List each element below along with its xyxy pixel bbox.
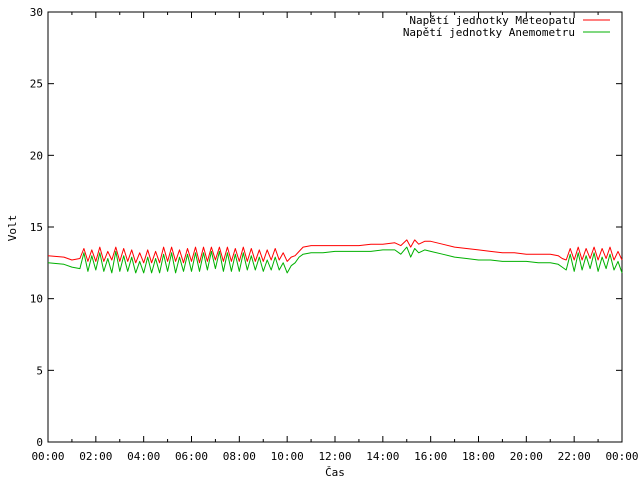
y-tick-label: 10 — [30, 293, 43, 306]
x-tick-label: 16:00 — [414, 450, 447, 463]
x-tick-label: 00:00 — [605, 450, 638, 463]
x-tick-label: 20:00 — [510, 450, 543, 463]
y-tick-label: 25 — [30, 78, 43, 91]
x-tick-label: 10:00 — [271, 450, 304, 463]
y-axis-ticks: 0 5 10 15 20 25 30 — [30, 6, 622, 449]
x-tick-label: 22:00 — [558, 450, 591, 463]
series-line-meteopat — [47, 239, 623, 264]
y-axis-label: Volt — [6, 215, 19, 242]
x-tick-label: 04:00 — [127, 450, 160, 463]
series-line-anemometr — [47, 246, 623, 274]
x-tick-label: 12:00 — [318, 450, 351, 463]
series-layer — [47, 239, 623, 274]
y-tick-label: 30 — [30, 6, 43, 19]
x-tick-label: 18:00 — [462, 450, 495, 463]
x-tick-label: 02:00 — [79, 450, 112, 463]
x-axis-label: Čas — [325, 466, 345, 479]
y-tick-label: 15 — [30, 221, 43, 234]
legend-label: Napětí jednotky Anemometru — [403, 26, 575, 39]
y-tick-label: 0 — [36, 436, 43, 449]
y-tick-label: 20 — [30, 149, 43, 162]
x-tick-label: 00:00 — [31, 450, 64, 463]
legend-label: Napětí jednotky Meteopatu — [409, 14, 575, 27]
x-tick-label: 06:00 — [175, 450, 208, 463]
x-tick-label: 14:00 — [366, 450, 399, 463]
y-tick-label: 5 — [36, 364, 43, 377]
x-tick-label: 08:00 — [223, 450, 256, 463]
x-axis-ticks: 00:00 02:00 04:00 06:00 08:00 10:00 12:00 14:00… — [31, 12, 639, 463]
